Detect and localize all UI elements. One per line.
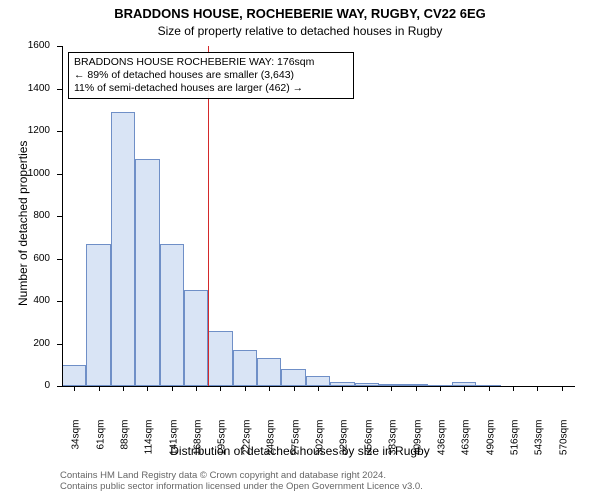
chart-title: BRADDONS HOUSE, ROCHEBERIE WAY, RUGBY, C… (0, 6, 600, 21)
y-tick-label: 1200 (0, 125, 50, 136)
annotation-line: 11% of semi-detached houses are larger (… (74, 82, 348, 95)
y-tick-label: 1000 (0, 168, 50, 179)
y-tick-label: 0 (0, 380, 50, 391)
annotation-line: ← 89% of detached houses are smaller (3,… (74, 69, 348, 82)
footer-line: Contains HM Land Registry data © Crown c… (60, 470, 423, 481)
y-tick-label: 1400 (0, 83, 50, 94)
y-tick-label: 600 (0, 253, 50, 264)
x-axis-label: Distribution of detached houses by size … (0, 444, 600, 458)
y-tick-label: 1600 (0, 40, 50, 51)
annotation-line: BRADDONS HOUSE ROCHEBERIE WAY: 176sqm (74, 56, 348, 69)
footer: Contains HM Land Registry data © Crown c… (60, 470, 423, 492)
chart-container: BRADDONS HOUSE, ROCHEBERIE WAY, RUGBY, C… (0, 0, 600, 500)
y-tick-label: 800 (0, 210, 50, 221)
y-tick-label: 400 (0, 295, 50, 306)
y-axis-label: Number of detached properties (16, 141, 30, 306)
annotation-box: BRADDONS HOUSE ROCHEBERIE WAY: 176sqm ← … (68, 52, 354, 99)
footer-line: Contains public sector information licen… (60, 481, 423, 492)
y-tick-label: 200 (0, 338, 50, 349)
chart-subtitle: Size of property relative to detached ho… (0, 24, 600, 38)
